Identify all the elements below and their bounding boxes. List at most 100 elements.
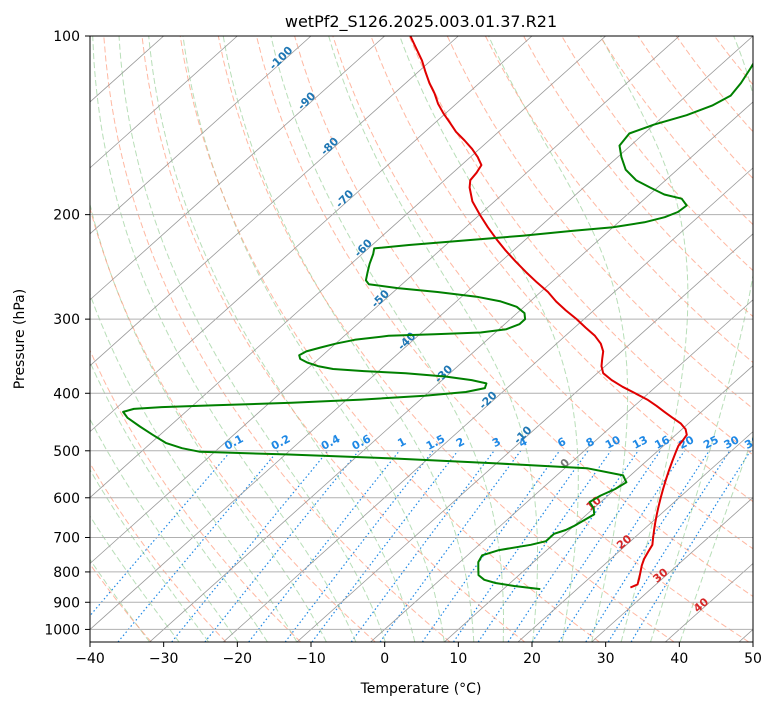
mixing-ratio-line (477, 450, 612, 642)
mixing-ratio-label: 30 (722, 433, 742, 452)
mixing-ratio-line (117, 450, 279, 642)
x-tick-label: 20 (523, 651, 541, 667)
isotherm-line (90, 36, 312, 235)
dry-adiabat-line (90, 462, 227, 642)
mixing-ratio-line (585, 450, 710, 642)
dry-adiabat-line (294, 36, 753, 598)
mixing-ratio-lines (90, 450, 752, 642)
moist-adiabat-line (182, 36, 445, 642)
dry-adiabat-line (561, 36, 753, 272)
y-tick-label: 700 (53, 531, 80, 547)
isotherm-line (591, 497, 753, 642)
series (122, 36, 753, 591)
isotherm-line (90, 36, 606, 499)
mixing-ratio-label: 0.1 (222, 432, 245, 453)
mixing-ratio-label: 2 (454, 435, 467, 450)
mixing-ratio-label: 20 (677, 433, 697, 452)
isotherm-line (517, 431, 753, 642)
x-tick-label: −10 (296, 651, 326, 667)
moist-adiabat-line (488, 36, 629, 642)
dry-adiabat-line (370, 36, 753, 503)
y-tick-label: 1000 (44, 622, 80, 638)
mixing-ratio-line (558, 450, 685, 642)
x-tick-label: 50 (744, 651, 762, 667)
x-tick-label: −40 (75, 651, 105, 667)
y-tick-label: 400 (53, 386, 80, 402)
plot-frame (89, 35, 754, 643)
dry-adiabat-line (714, 36, 753, 86)
mixing-ratio-line (421, 450, 561, 642)
dry-adiabat-line (256, 36, 750, 642)
mixing-ratio-line (630, 450, 752, 642)
dry-adiabats (90, 36, 753, 642)
moist-adiabat-line (118, 36, 386, 642)
moist-adiabat-line (90, 418, 239, 642)
chart-title: wetPf2_S126.2025.003.01.37.R21 (285, 12, 557, 32)
mixing-ratio-label: 1 (395, 435, 408, 450)
moist-adiabat-line (92, 36, 357, 642)
isotherm-line (296, 233, 753, 642)
x-tick-label: −20 (223, 651, 253, 667)
dry-adiabat-line (217, 36, 675, 642)
dry-adiabat-label: 30 (651, 565, 671, 585)
y-tick-label: 800 (53, 565, 80, 581)
mixing-ratio-label: 8 (584, 435, 597, 450)
moist-adiabat-line (148, 36, 416, 642)
y-tick-label: 300 (53, 312, 80, 328)
moist-adiabats (90, 36, 753, 642)
mixing-ratio-label: 3 (490, 435, 503, 450)
dry-adiabat-line (103, 36, 451, 642)
dry-adiabat-line (637, 36, 753, 180)
mixing-ratio-line (171, 450, 329, 642)
isotherm-label: -40 (395, 329, 418, 352)
moist-adiabat-line (399, 36, 579, 642)
isotherm-line (444, 365, 753, 642)
mixing-ratio-label: 6 (555, 435, 568, 450)
isotherm-label: -90 (295, 89, 318, 112)
isotherm-line (90, 36, 238, 169)
dry-adiabat-label: 20 (614, 532, 634, 552)
moist-adiabat-line (650, 36, 753, 642)
moist-adiabat-line (270, 36, 504, 642)
mixing-ratio-label: 25 (701, 433, 721, 452)
moist-adiabat-line (90, 360, 268, 642)
isotherm-label: -20 (476, 388, 499, 411)
isotherm-line (90, 36, 680, 565)
x-tick-label: 30 (597, 651, 615, 667)
temperature-profile-line (409, 36, 688, 589)
mixing-ratio-line (284, 450, 434, 642)
mixing-ratio-label: 0.2 (269, 432, 292, 453)
dry-adiabat-line (752, 36, 753, 38)
isotherm-line (90, 36, 385, 301)
isotherm-label: -100 (267, 44, 296, 73)
y-tick-label: 600 (53, 491, 80, 507)
dewpoint-profile-line (122, 62, 753, 591)
x-tick-label: 0 (380, 651, 389, 667)
mixing-ratio-line (350, 450, 495, 642)
x-axis-title: Temperature (°C) (360, 681, 482, 697)
isotherm-line (90, 36, 533, 433)
moist-adiabat-line (222, 36, 475, 642)
mixing-ratio-label: 10 (603, 433, 623, 452)
dry-adiabat-line (179, 36, 600, 642)
isotherms (90, 36, 753, 642)
moist-adiabat-line (90, 468, 209, 642)
mixing-ratio-line (379, 450, 522, 642)
mixing-ratio-label: 13 (630, 433, 650, 452)
mixing-ratio-line (507, 450, 639, 642)
dry-adiabat-line (141, 36, 526, 642)
y-tick-label: 900 (53, 595, 80, 611)
isotherm-line (90, 36, 459, 367)
mixing-ratio-line (607, 450, 731, 642)
dry-adiabat-line (446, 36, 753, 410)
y-tick-label: 500 (53, 444, 80, 460)
y-axis-title: Pressure (hPa) (12, 289, 28, 389)
moist-adiabat-line (679, 434, 753, 642)
mixing-ratio-label: 36 (742, 433, 762, 452)
mixing-ratio-line (311, 450, 459, 642)
y-tick-label: 200 (53, 208, 80, 224)
dry-adiabat-line (523, 36, 753, 318)
mixing-ratio-line (248, 450, 400, 642)
isotherm-line (223, 167, 753, 642)
